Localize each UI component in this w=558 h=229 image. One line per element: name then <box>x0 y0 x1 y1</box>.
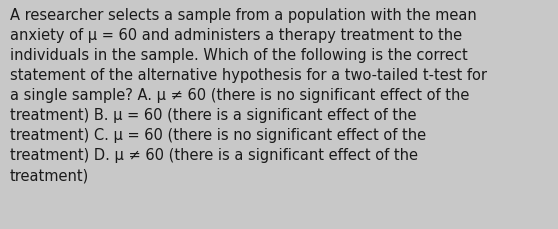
Text: A researcher selects a sample from a population with the mean
anxiety of μ = 60 : A researcher selects a sample from a pop… <box>10 8 487 183</box>
